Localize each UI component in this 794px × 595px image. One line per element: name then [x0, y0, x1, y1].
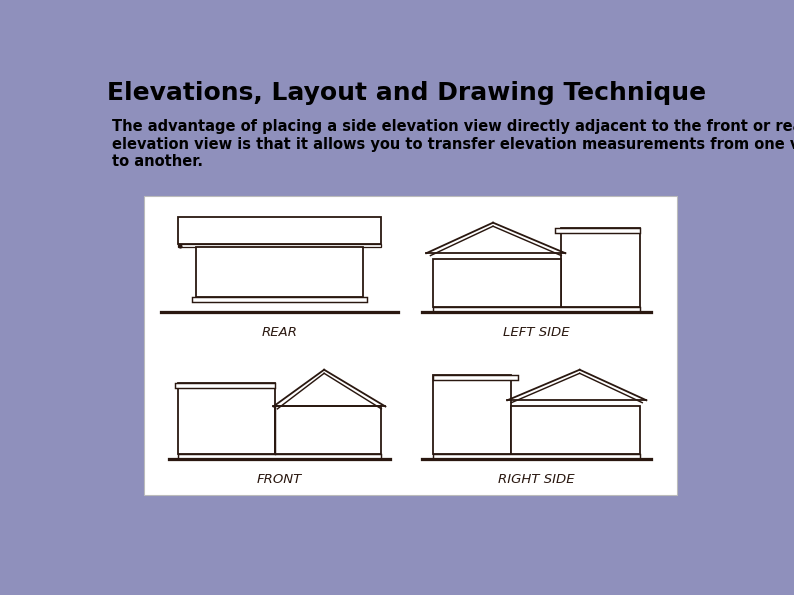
Bar	[175, 383, 276, 388]
Bar	[178, 217, 381, 244]
Bar	[561, 228, 640, 307]
Bar	[196, 248, 363, 297]
Bar	[178, 454, 381, 459]
Bar	[511, 406, 640, 454]
Bar	[433, 454, 640, 459]
Bar	[178, 244, 381, 248]
Bar	[191, 297, 367, 302]
Text: LEFT SIDE: LEFT SIDE	[503, 326, 569, 339]
Bar	[555, 228, 640, 233]
Bar	[276, 406, 381, 454]
Bar	[178, 383, 276, 454]
Bar	[433, 375, 518, 380]
Bar	[433, 375, 511, 454]
Bar	[433, 259, 561, 307]
Bar	[145, 196, 677, 495]
Text: FRONT: FRONT	[256, 474, 302, 486]
Text: The advantage of placing a side elevation view directly adjacent to the front or: The advantage of placing a side elevatio…	[112, 119, 794, 169]
Text: RIGHT SIDE: RIGHT SIDE	[498, 474, 575, 486]
Text: Elevations, Layout and Drawing Technique: Elevations, Layout and Drawing Technique	[107, 81, 707, 105]
Text: REAR: REAR	[261, 326, 298, 339]
Bar	[433, 307, 640, 312]
